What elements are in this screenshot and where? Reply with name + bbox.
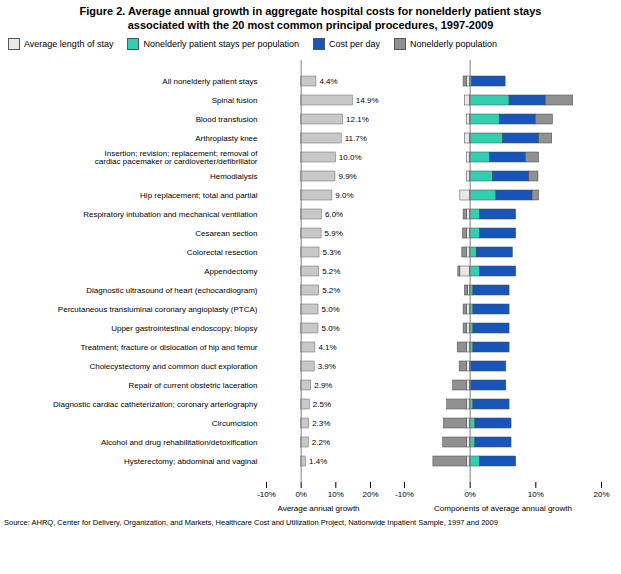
svg-text:10.0%: 10.0%: [339, 153, 362, 162]
svg-text:Blood transfusion: Blood transfusion: [196, 115, 258, 124]
html-text:Nonelderly population: Nonelderly population: [410, 39, 498, 49]
svg-text:Hip replacement; total and par: Hip replacement; total and partial: [140, 191, 258, 200]
svg-text:2.9%: 2.9%: [314, 381, 332, 390]
svg-text:10%: 10%: [328, 490, 344, 499]
svg-text:Repair of current obstetric la: Repair of current obstetric laceration: [129, 381, 258, 390]
svg-text:5.2%: 5.2%: [322, 286, 340, 295]
svg-text:Components of average annual g: Components of average annual growth: [434, 504, 572, 513]
svg-text:5.0%: 5.0%: [322, 324, 340, 333]
svg-text:4.1%: 4.1%: [318, 343, 336, 352]
svg-text:All nonelderly patient stays: All nonelderly patient stays: [162, 77, 257, 86]
svg-text:Cholecystectomy and common duc: Cholecystectomy and common duct explorat…: [89, 362, 257, 371]
svg-text:6.0%: 6.0%: [325, 210, 343, 219]
svg-text:9.9%: 9.9%: [338, 172, 356, 181]
svg-text:12.1%: 12.1%: [346, 115, 369, 124]
svg-text:Alcohol and drug rehabilitatio: Alcohol and drug rehabilitation/detoxifi…: [101, 438, 258, 447]
svg-text:-10%: -10%: [257, 490, 276, 499]
svg-text:5.0%: 5.0%: [322, 305, 340, 314]
html-text:associated with the 20 most co: associated with the 20 most common princ…: [127, 19, 494, 31]
svg-text:Appendectomy: Appendectomy: [204, 267, 257, 276]
svg-text:20%: 20%: [362, 490, 378, 499]
svg-text:20%: 20%: [593, 490, 609, 499]
svg-text:Diagnostic ultrasound of heart: Diagnostic ultrasound of heart (echocard…: [86, 286, 258, 295]
svg-text:Colorectal resection: Colorectal resection: [187, 248, 258, 257]
svg-text:0%: 0%: [295, 490, 307, 499]
svg-text:Hemodialysis: Hemodialysis: [210, 172, 258, 181]
svg-text:2.5%: 2.5%: [313, 400, 331, 409]
svg-text:Percutaneous transluminal coro: Percutaneous transluminal coronary angio…: [58, 305, 258, 314]
svg-text:1.4%: 1.4%: [309, 457, 327, 466]
html-text:Nonelderly patient stays per p: Nonelderly patient stays per population: [143, 39, 299, 49]
svg-text:Upper gastrointestinal endosco: Upper gastrointestinal endoscopy; biopsy: [111, 324, 257, 333]
svg-text:-10%: -10%: [395, 490, 414, 499]
html-text:Source: AHRQ, Center for Deliv: Source: AHRQ, Center for Delivery, Organ…: [4, 518, 498, 527]
svg-text:14.9%: 14.9%: [356, 96, 379, 105]
svg-text:10%: 10%: [528, 490, 544, 499]
svg-text:5.2%: 5.2%: [322, 267, 340, 276]
svg-text:Average annual growth: Average annual growth: [277, 504, 359, 513]
svg-text:2.2%: 2.2%: [312, 438, 330, 447]
html-text:Figure 2. Average annual growt: Figure 2. Average annual growth in aggre…: [79, 5, 542, 17]
svg-text:2.3%: 2.3%: [312, 419, 330, 428]
svg-text:Arthroplasty knee: Arthroplasty knee: [195, 134, 258, 143]
html-text:Average length of stay: Average length of stay: [24, 39, 114, 49]
svg-text:5.3%: 5.3%: [323, 248, 341, 257]
svg-text:Diagnostic cardiac catheteriza: Diagnostic cardiac catheterization; coro…: [53, 400, 258, 409]
svg-text:3.9%: 3.9%: [318, 362, 336, 371]
svg-text:Spinal fusion: Spinal fusion: [212, 96, 258, 105]
svg-text:Circumcision: Circumcision: [212, 419, 258, 428]
svg-text:0%: 0%: [464, 490, 476, 499]
svg-text:11.7%: 11.7%: [345, 134, 367, 143]
svg-text:Cesarean section: Cesarean section: [195, 229, 257, 238]
svg-text:Respiratory intubation and mec: Respiratory intubation and mechanical ve…: [83, 210, 257, 219]
svg-text:Insertion; revision; replaceme: Insertion; revision; replacement; remova…: [95, 149, 259, 166]
svg-text:4.4%: 4.4%: [319, 77, 337, 86]
svg-text:Treatment; fracture or disloca: Treatment; fracture or dislocation of hi…: [80, 343, 257, 352]
html-text:Cost per day: Cost per day: [329, 39, 380, 49]
svg-text:9.0%: 9.0%: [335, 191, 353, 200]
svg-text:Hysterectomy; abdominal and va: Hysterectomy; abdominal and vaginal: [124, 457, 258, 466]
svg-text:5.9%: 5.9%: [325, 229, 343, 238]
